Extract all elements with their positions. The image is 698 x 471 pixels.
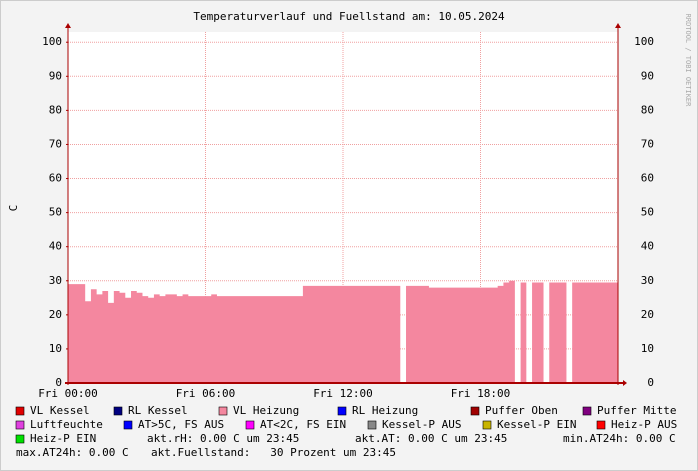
y-tick-label: 60 [49,172,62,185]
chart-title: Temperaturverlauf und Fuellstand am: 10.… [193,10,505,23]
legend-swatch [245,420,255,430]
x-tick-label: Fri 12:00 [313,387,373,400]
legend-swatch [470,406,480,416]
legend-label: VL Kessel [30,404,90,417]
legend-swatch [582,406,592,416]
arrow [65,23,71,28]
y2-tick-label: 30 [641,274,654,287]
legend-label: AT>5C, FS AUS [138,418,224,431]
y2-tick-label: 60 [641,172,654,185]
y2-tick-label: 100 [634,35,654,48]
y2-tick-label: 90 [641,69,654,82]
legend-swatch [337,406,347,416]
note: akt.Fuellstand: 30 Prozent um 23:45 [151,446,396,459]
y2-tick-label: 50 [641,206,654,219]
note: max.AT24h: 0.00 C [16,446,129,459]
y2-tick-label: 10 [641,342,654,355]
note: akt.AT: 0.00 C um 23:45 [355,432,507,445]
y2-tick-label: 70 [641,137,654,150]
legend-label: Kessel-P EIN [497,418,576,431]
legend-swatch [367,420,377,430]
legend-label: Heiz-P AUS [611,418,677,431]
y2-tick-label: 20 [641,308,654,321]
arrow [623,380,627,386]
legend-label: Puffer Mitte [597,404,676,417]
legend-label: VL Heizung [233,404,299,417]
legend-swatch [15,406,25,416]
y-tick-label: 80 [49,103,62,116]
legend-label: RL Heizung [352,404,418,417]
area [68,280,618,383]
side-text: RRDTOOL / TOBI OETIKER [684,14,692,108]
y-tick-label: 100 [42,35,62,48]
legend-label: Heiz-P EIN [30,432,96,445]
legend-swatch [482,420,492,430]
x-tick-label: Fri 00:00 [38,387,98,400]
legend-label: Kessel-P AUS [382,418,461,431]
y-tick-label: 40 [49,240,62,253]
y2-tick-label: 40 [641,240,654,253]
legend-label: Puffer Oben [485,404,558,417]
legend-swatch [218,406,228,416]
legend-swatch [113,406,123,416]
y2-tick-label: 0 [647,376,654,389]
y-tick-label: 50 [49,206,62,219]
legend-label: Luftfeuchte [30,418,103,431]
y-tick-label: 90 [49,69,62,82]
legend-label: RL Kessel [128,404,188,417]
y-tick-label: 0 [55,376,62,389]
legend-swatch [123,420,133,430]
legend-swatch [15,434,25,444]
legend-label: AT<2C, FS EIN [260,418,346,431]
y-tick-label: 30 [49,274,62,287]
y-tick-label: 70 [49,137,62,150]
note: akt.rH: 0.00 C um 23:45 [147,432,299,445]
y2-tick-label: 80 [641,103,654,116]
legend-swatch [596,420,606,430]
arrow [615,23,621,28]
y-axis-label: C [7,205,20,212]
y-tick-label: 10 [49,342,62,355]
legend-swatch [15,420,25,430]
x-tick-label: Fri 06:00 [176,387,236,400]
x-tick-label: Fri 18:00 [451,387,511,400]
y-tick-label: 20 [49,308,62,321]
note: min.AT24h: 0.00 C [563,432,676,445]
